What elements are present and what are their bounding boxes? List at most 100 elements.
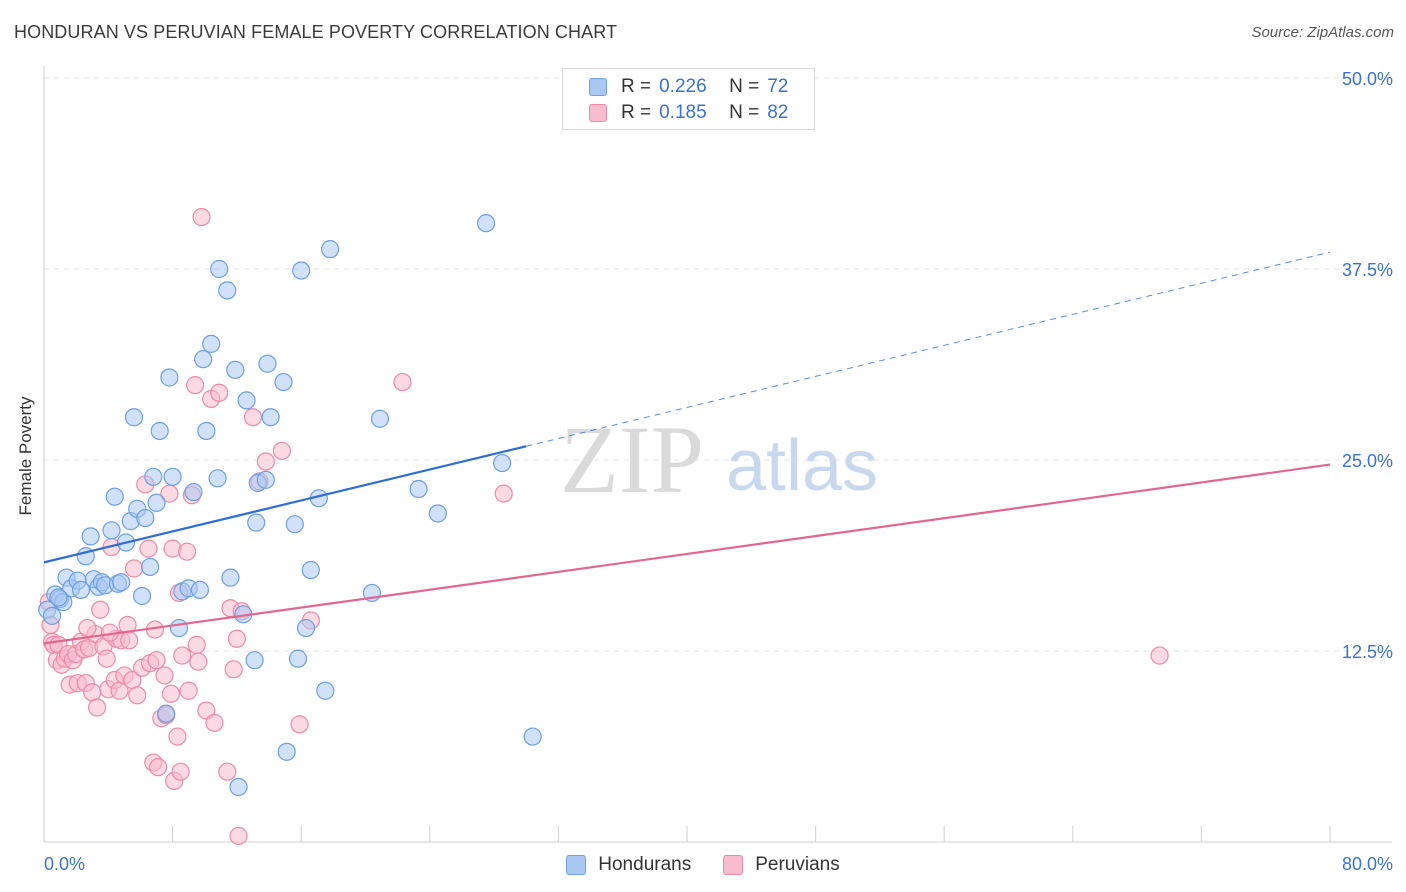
peruvian-point (87, 698, 107, 717)
chart-title: HONDURAN VS PERUVIAN FEMALE POVERTY CORR… (14, 22, 618, 42)
y-axis-label: Female Poverty (16, 396, 35, 516)
honduran-point (261, 408, 280, 427)
trend-lines (43, 251, 1331, 645)
honduran-point (226, 360, 245, 379)
honduran-point (184, 482, 203, 502)
honduran-point (210, 259, 229, 279)
peruvian-point (78, 618, 97, 638)
legend-row-peruvians: R = 0.185 N = 82 (589, 101, 788, 125)
honduran-point (493, 453, 512, 473)
honduran-point (285, 515, 304, 534)
peruvian-point (189, 652, 208, 671)
legend-r-label: R = (621, 76, 652, 97)
legend-n-value: 72 (767, 76, 789, 97)
watermark-atlas: atlas (726, 426, 878, 506)
grid-lines (44, 77, 1392, 652)
peruvian-point (1150, 646, 1169, 665)
series-legend-hondurans: Hondurans (566, 854, 691, 876)
honduran-point (428, 504, 447, 523)
honduran-point (208, 469, 227, 488)
legend-r-label: R = (621, 102, 652, 123)
honduran-point (301, 560, 320, 580)
honduran-point (150, 421, 169, 441)
honduran-point (277, 742, 296, 761)
honduran-point (197, 421, 216, 441)
peruvian-point (139, 539, 158, 558)
honduran-point (42, 606, 62, 625)
honduran-point (71, 580, 91, 599)
honduran-point (409, 479, 428, 499)
legend-n-label: N = (729, 76, 760, 97)
peruvian-point (83, 683, 102, 702)
peruvian-point (218, 762, 237, 781)
peruvians-points (39, 207, 1169, 845)
peruvian-point (192, 207, 211, 227)
honduran-point (160, 368, 179, 387)
peruvian-point (91, 600, 110, 619)
series-swatch-hondurans (566, 855, 587, 875)
legend-row-hondurans: R = 0.226 N = 72 (589, 75, 788, 99)
x-tick-label: 0.0% (44, 854, 85, 874)
honduran-point (132, 586, 152, 606)
y-tick-label: 50.0% (1342, 69, 1393, 89)
honduran-point (274, 372, 293, 392)
peruvian-point (168, 727, 187, 746)
peruvian-point (179, 681, 198, 700)
honduran-point (221, 568, 240, 587)
honduran-point (247, 513, 266, 532)
series-swatch-peruvians (723, 855, 744, 875)
honduran-point (237, 391, 256, 410)
peruvian-point (149, 758, 168, 777)
hondurans-points (38, 214, 542, 797)
peruvian-point (243, 408, 263, 427)
series-label-hondurans: Hondurans (598, 854, 692, 875)
peruvian-point (227, 629, 246, 648)
honduran-point (194, 350, 213, 369)
peruvian-point (393, 372, 412, 392)
peruvian-point (155, 666, 174, 685)
y-tick-label: 25.0% (1342, 451, 1393, 471)
honduran-point (140, 557, 160, 577)
peruvian-point (147, 651, 166, 670)
x-tick-label: 80.0% (1342, 854, 1393, 874)
peruvian-point (224, 660, 243, 679)
legend-r-value: 0.185 (659, 102, 707, 123)
hondurans-trend-line (43, 445, 527, 564)
honduran-point (190, 580, 210, 599)
peruvian-point (494, 484, 513, 503)
honduran-point (245, 651, 264, 670)
peruvian-point (177, 542, 197, 561)
axes (43, 66, 1392, 843)
source-label: Source: ZipAtlas.com (1251, 24, 1394, 41)
peruvian-point (128, 686, 147, 705)
honduran-point (370, 409, 390, 428)
peruvian-point (290, 715, 309, 734)
peruvian-point (210, 383, 229, 402)
peruvian-point (171, 762, 190, 781)
watermark-zip: ZIP (560, 406, 704, 513)
honduran-point (258, 354, 277, 373)
honduran-point (144, 467, 163, 486)
legend-n-value: 82 (767, 102, 789, 123)
peruvian-point (272, 441, 292, 460)
honduran-point (229, 777, 248, 797)
honduran-point (316, 681, 335, 700)
honduran-point (523, 727, 542, 746)
legend-swatch-peruvians (589, 104, 607, 122)
honduran-point (49, 588, 68, 607)
peruvian-point (173, 646, 192, 665)
honduran-point (124, 408, 144, 427)
y-tick-label: 12.5% (1342, 642, 1393, 662)
peruvians-trend-line (43, 463, 1331, 645)
correlation-legend: R = 0.226 N = 72 R = 0.185 N = 82 (562, 68, 815, 130)
honduran-point (256, 470, 275, 489)
series-label-peruvians: Peruvians (755, 854, 840, 875)
honduran-point (163, 467, 182, 486)
series-legend: Hondurans Peruvians (0, 852, 1406, 878)
peruvian-point (186, 376, 205, 395)
legend-n-label: N = (729, 102, 760, 123)
peruvian-point (124, 559, 144, 578)
tick-labels: 12.5% 25.0% 37.5% 50.0% 0.0% 80.0% (44, 69, 1393, 874)
honduran-point (81, 527, 100, 546)
